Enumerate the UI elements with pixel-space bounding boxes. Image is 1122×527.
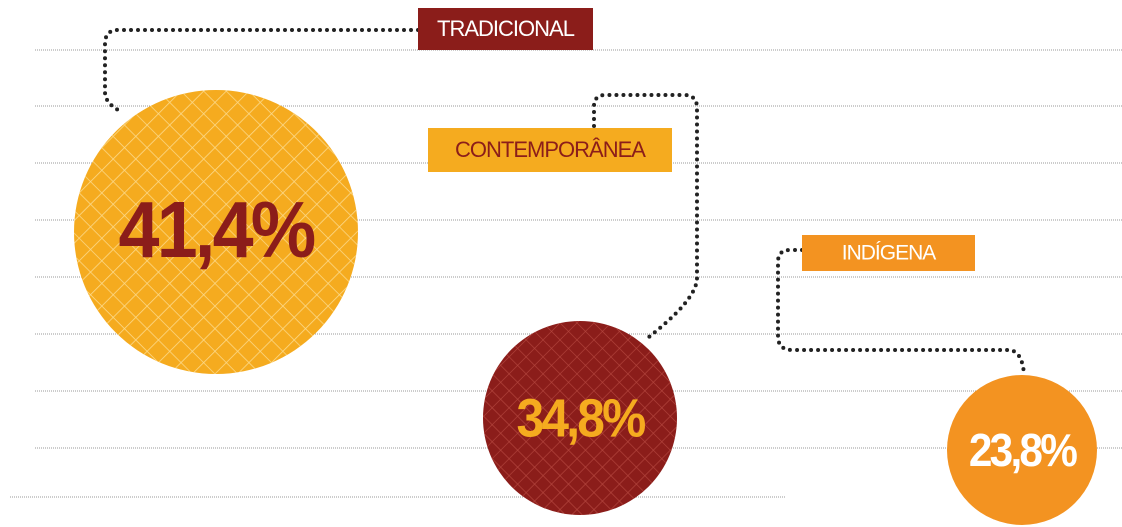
- bubble-pattern: [947, 375, 1097, 525]
- value-label: 23,8%: [969, 426, 1078, 477]
- category-box: [418, 8, 593, 50]
- category-label: CONTEMPORÂNEA: [455, 137, 646, 162]
- connectors: [103, 28, 1026, 376]
- category-box: [802, 235, 975, 271]
- category-label: INDÍGENA: [842, 242, 937, 265]
- bubble-pattern: [483, 321, 677, 515]
- value-label: 41,4%: [119, 185, 315, 275]
- value-label: 34,8%: [516, 387, 645, 447]
- bubble-pattern: [74, 90, 358, 374]
- category-label: TRADICIONAL: [437, 16, 575, 41]
- category-box: [428, 128, 672, 172]
- bubbles: 41,4% TRADICIONAL 34,8% CONTEMPORÂNEA 23,8% I…: [74, 8, 1097, 525]
